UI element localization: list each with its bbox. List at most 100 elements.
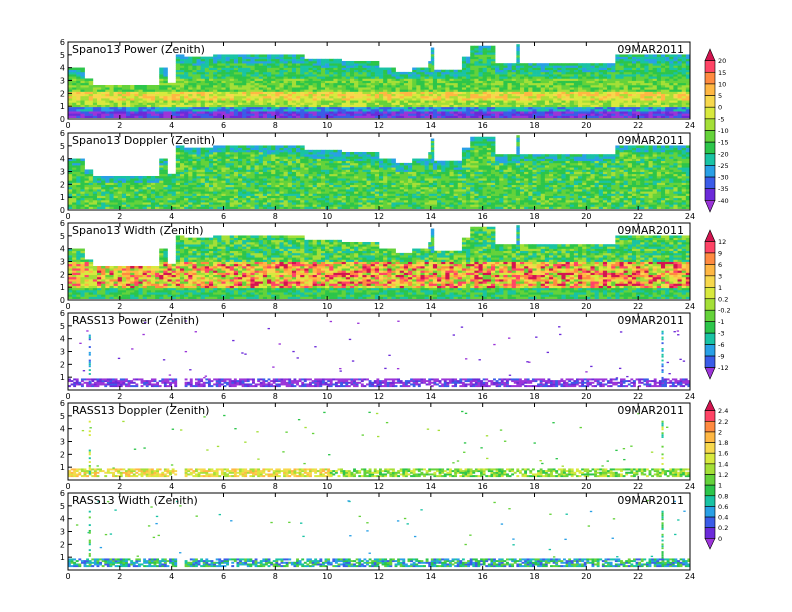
heatmap-cell <box>188 78 193 81</box>
heatmap-cell <box>503 100 508 103</box>
heatmap-cell <box>573 69 579 73</box>
heatmap-cell <box>403 78 409 81</box>
heatmap-cell <box>254 175 260 179</box>
heatmap-cell <box>416 87 421 90</box>
heatmap-cell <box>250 108 255 112</box>
heatmap-cell <box>217 167 222 170</box>
heatmap-cell <box>362 106 367 110</box>
heatmap-cell <box>213 178 218 181</box>
heatmap-cell <box>113 106 119 110</box>
heatmap-cell <box>159 76 164 79</box>
heatmap-cell <box>117 193 123 196</box>
heatmap-cell <box>184 106 189 110</box>
heatmap-cell <box>619 115 624 119</box>
heatmap-cell <box>495 87 500 90</box>
heatmap-cell <box>511 89 517 92</box>
heatmap-cell <box>383 78 388 81</box>
heatmap-cell <box>213 206 218 210</box>
heatmap-cell <box>97 191 102 194</box>
heatmap-cell <box>175 78 181 81</box>
heatmap-cell <box>540 91 546 95</box>
heatmap-cell <box>515 113 521 116</box>
heatmap-cell <box>167 175 172 179</box>
heatmap-cell <box>486 65 492 68</box>
heatmap-cell <box>188 147 193 151</box>
heatmap-cell <box>528 69 533 73</box>
heatmap-cell <box>366 104 372 108</box>
heatmap-cell <box>267 93 272 97</box>
heatmap-cell <box>507 87 512 90</box>
heatmap-cell <box>644 100 649 103</box>
heatmap-cell <box>188 87 193 90</box>
heatmap-cell <box>126 108 131 112</box>
heatmap-cell <box>76 160 81 164</box>
heatmap-cell <box>432 76 438 79</box>
heatmap-cell <box>354 80 359 84</box>
heatmap-cell <box>304 84 309 88</box>
heatmap-cell <box>466 95 471 99</box>
heatmap-cell <box>457 74 463 77</box>
heatmap-cell <box>76 106 81 110</box>
heatmap-cell <box>92 89 98 92</box>
heatmap-cell <box>511 82 517 86</box>
heatmap-cell <box>391 71 396 75</box>
heatmap-cell <box>524 84 529 88</box>
heatmap-cell <box>337 108 342 112</box>
heatmap-cell <box>611 63 616 66</box>
heatmap-cell <box>242 160 247 164</box>
heatmap-cell <box>619 93 624 97</box>
heatmap-cell <box>569 76 575 79</box>
heatmap-cell <box>279 115 284 119</box>
heatmap-cell <box>337 100 342 103</box>
heatmap-cell <box>362 115 367 119</box>
heatmap-cell <box>391 108 396 112</box>
heatmap-cell <box>640 84 645 88</box>
heatmap-cell <box>287 65 293 68</box>
heatmap-cell <box>519 106 525 110</box>
heatmap-cell <box>167 98 172 101</box>
heatmap-cell <box>366 74 372 77</box>
heatmap-cell <box>238 193 243 196</box>
heatmap-cell <box>225 104 231 108</box>
heatmap-cell <box>242 87 247 90</box>
heatmap-cell <box>536 84 542 88</box>
heatmap-cell <box>623 60 629 64</box>
heatmap-cell <box>345 82 351 86</box>
heatmap-cell <box>586 108 591 112</box>
heatmap-cell <box>163 193 168 196</box>
heatmap-cell <box>208 186 214 190</box>
heatmap-cell <box>337 106 342 110</box>
heatmap-cell <box>519 115 525 119</box>
heatmap-cell <box>238 71 243 75</box>
heatmap-cell <box>652 84 658 88</box>
heatmap-cell <box>300 93 305 97</box>
heatmap-cell <box>474 58 479 62</box>
heatmap-cell <box>72 111 77 114</box>
heatmap-cell <box>225 154 231 157</box>
heatmap-cell <box>540 115 546 119</box>
heatmap-cell <box>461 69 467 73</box>
heatmap-cell <box>544 63 550 66</box>
heatmap-cell <box>254 63 260 66</box>
heatmap-cell <box>325 58 330 62</box>
heatmap-cell <box>246 154 251 157</box>
heatmap-cell <box>519 71 525 75</box>
heatmap-cell <box>72 199 77 203</box>
heatmap-cell <box>101 84 106 88</box>
heatmap-cell <box>441 104 446 108</box>
heatmap-cell <box>233 173 239 177</box>
heatmap-cell <box>130 206 135 210</box>
heatmap-cell <box>72 78 77 81</box>
heatmap-cell <box>582 91 587 95</box>
heatmap-cell <box>544 108 550 112</box>
heatmap-cell <box>296 113 301 116</box>
heatmap-cell <box>490 56 496 60</box>
heatmap-cell <box>213 95 218 99</box>
heatmap-cell <box>308 111 313 114</box>
heatmap-cell <box>362 71 367 75</box>
heatmap-cell <box>379 69 384 73</box>
heatmap-cell <box>432 91 438 95</box>
heatmap-cell <box>578 65 583 68</box>
heatmap-cell <box>258 184 264 188</box>
heatmap-cell <box>590 115 595 119</box>
